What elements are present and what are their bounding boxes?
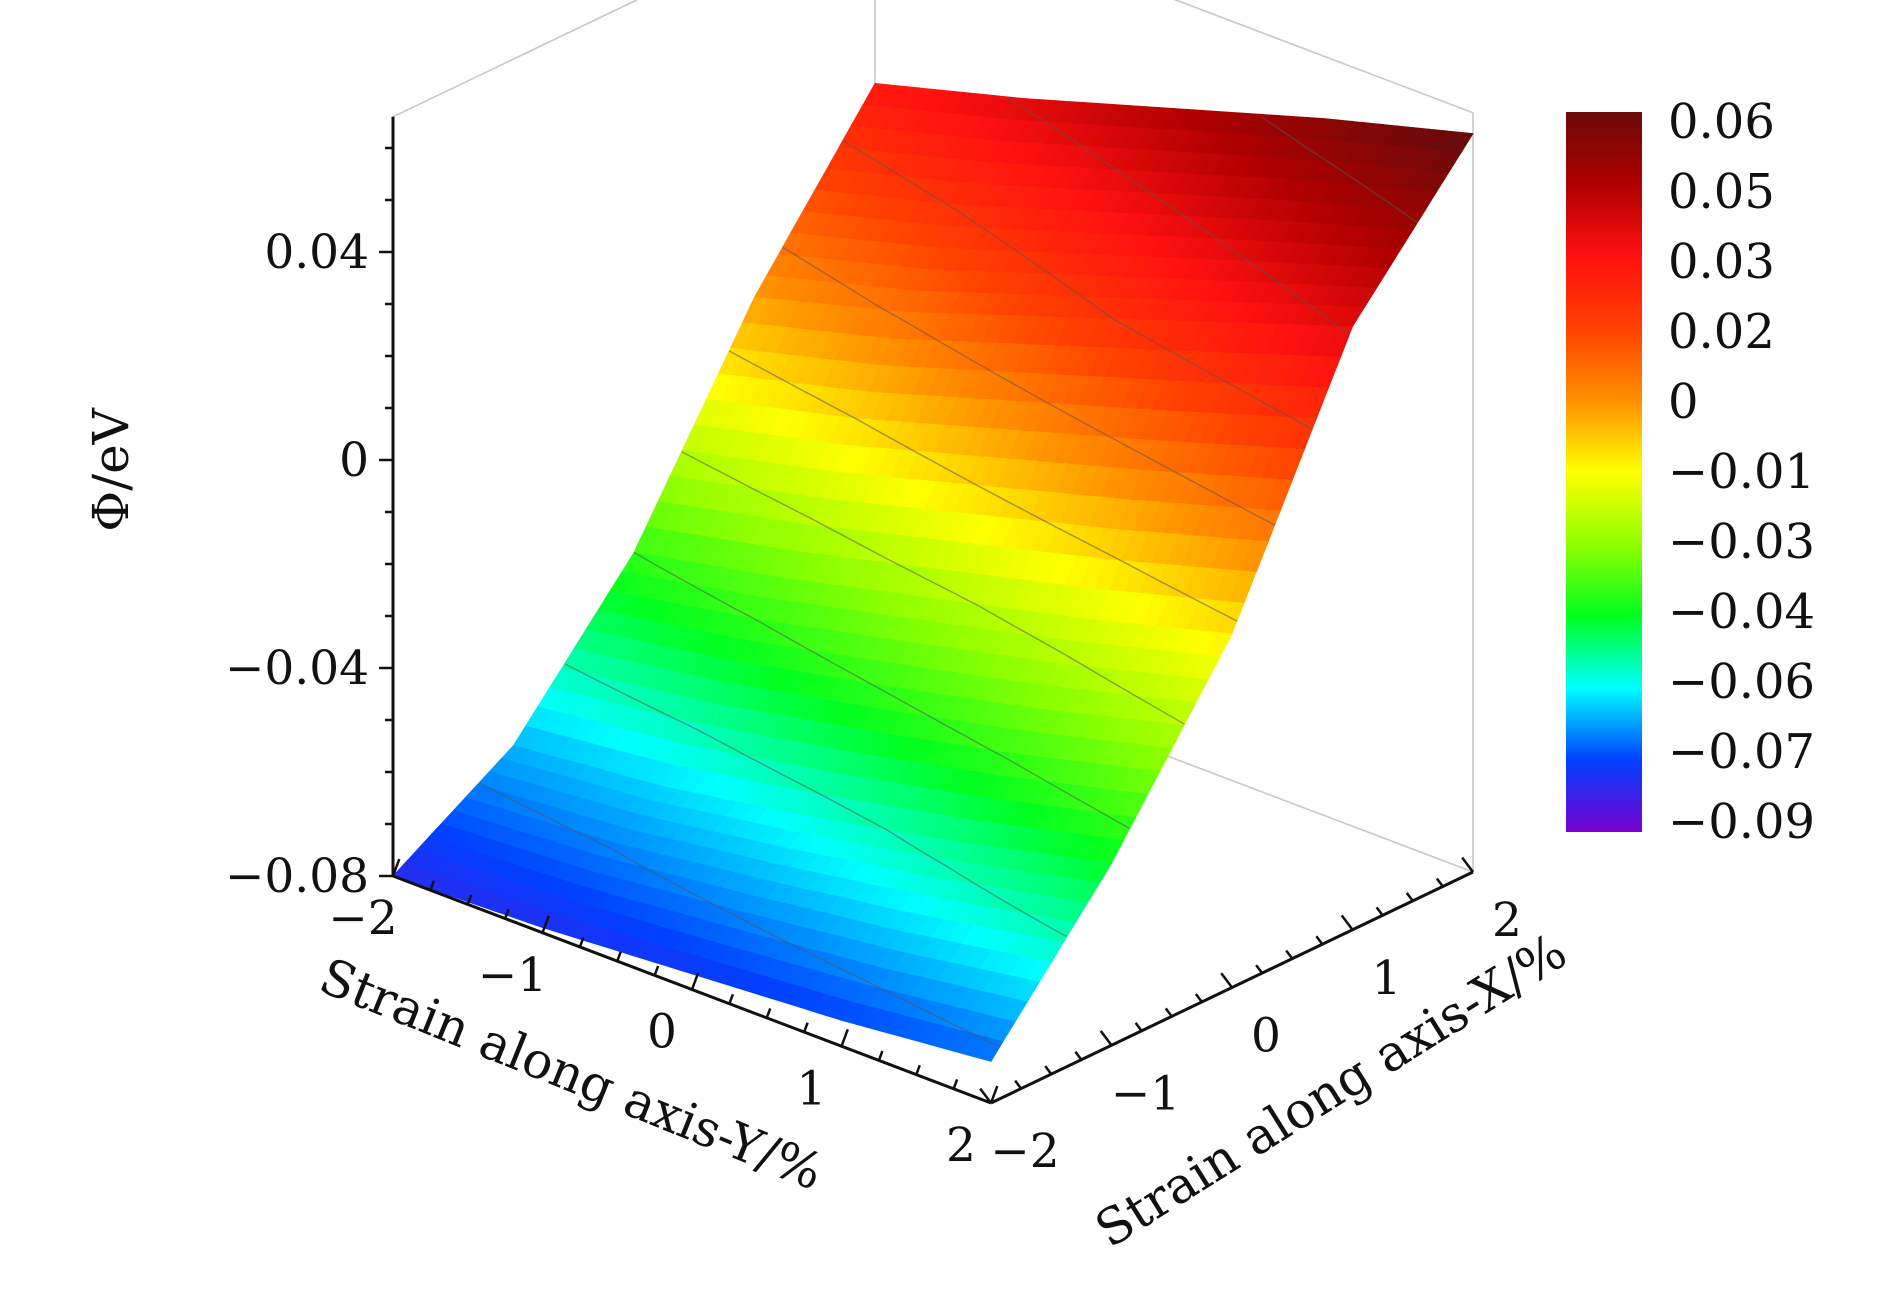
y-tick: [541, 915, 550, 934]
x-tick-label: 2: [1492, 893, 1522, 948]
x-tick: [1220, 972, 1233, 989]
colorbar-label: 0.06: [1668, 94, 1775, 150]
x-tick: [1014, 1079, 1023, 1090]
y-tick: [877, 1050, 884, 1061]
y-tick: [391, 858, 401, 877]
x-tick: [1375, 906, 1384, 917]
y-tick-label: −1: [478, 948, 547, 1003]
colorbar-label: −0.04: [1668, 584, 1815, 640]
surface-mesh: [392, 82, 1474, 1062]
contour-line: [842, 139, 1313, 430]
box-edge: [392, 0, 639, 118]
x-tick: [1285, 949, 1294, 960]
x-tick-label: 0: [1251, 1009, 1281, 1064]
contour-line: [728, 350, 1238, 622]
colorbar: 0.06 0.05 0.03 0.02 0 −0.01 −0.03 −0.04 −0.06 −0.…: [1566, 94, 1815, 850]
colorbar-label: 0.02: [1668, 304, 1775, 360]
contour-line: [564, 663, 1068, 938]
z-tick-label: −0.04: [225, 641, 369, 696]
x-tick: [1134, 1022, 1143, 1032]
y-tick: [578, 937, 585, 948]
contour-line: [782, 246, 1276, 526]
colorbar-label: −0.03: [1668, 514, 1815, 570]
y-tick-label: 0: [647, 1005, 677, 1060]
x-tick: [1340, 914, 1354, 931]
z-tick-label: 0: [339, 433, 369, 488]
y-tick: [728, 993, 735, 1005]
x-tick: [1405, 892, 1414, 902]
x-tick: [1255, 964, 1264, 974]
y-tick: [840, 1028, 849, 1047]
y-tick: [915, 1064, 921, 1076]
colorbar-label: 0: [1668, 374, 1699, 430]
contour-line: [1008, 97, 1351, 334]
colorbar-label: −0.06: [1668, 654, 1815, 710]
x-tick-label: −2: [990, 1124, 1059, 1179]
x-tick: [979, 1087, 993, 1104]
y-tick: [429, 880, 436, 891]
z-tick-label: −0.08: [225, 849, 369, 904]
contour-lines: [478, 97, 1418, 1048]
colorbar-label: −0.07: [1668, 724, 1815, 780]
y-tick: [952, 1078, 959, 1090]
x-tick: [1099, 1030, 1113, 1047]
colorbar-label: −0.01: [1668, 444, 1815, 500]
colorbar-label: 0.05: [1668, 164, 1775, 220]
box-edge: [1173, 0, 1474, 114]
y-tick: [989, 1085, 999, 1104]
x-tick: [1194, 993, 1203, 1003]
z-axis-title: Φ/eV: [82, 407, 140, 531]
contour-line: [681, 451, 1185, 725]
y-tick: [653, 965, 660, 976]
colorbar-gradient: [1566, 112, 1642, 832]
colorbar-label: −0.09: [1668, 794, 1815, 850]
x-tick: [1315, 935, 1324, 945]
y-tick-label: 1: [797, 1061, 827, 1116]
contour-line: [633, 551, 1131, 830]
y-tick: [466, 894, 473, 905]
z-tick-label: 0.04: [264, 225, 369, 280]
x-tick: [1164, 1007, 1173, 1018]
surface-patch: [975, 1037, 1004, 1062]
y-tick: [690, 972, 700, 990]
x-tick-label: −1: [1111, 1066, 1180, 1121]
x-tick: [1044, 1065, 1053, 1075]
x-tick-label: 1: [1372, 951, 1402, 1006]
y-tick: [802, 1022, 809, 1033]
x-tick: [1435, 877, 1444, 888]
contour-line: [478, 782, 1001, 1048]
contour-line: [1261, 116, 1418, 224]
colorbar-label: 0.03: [1668, 234, 1775, 290]
x-tick: [1461, 856, 1474, 873]
y-tick: [503, 908, 510, 919]
y-tick: [616, 951, 622, 962]
y-tick-label: 2: [946, 1118, 976, 1173]
y-tick: [765, 1008, 772, 1019]
y-tick-label: −2: [328, 891, 397, 946]
x-tick: [1074, 1050, 1083, 1061]
